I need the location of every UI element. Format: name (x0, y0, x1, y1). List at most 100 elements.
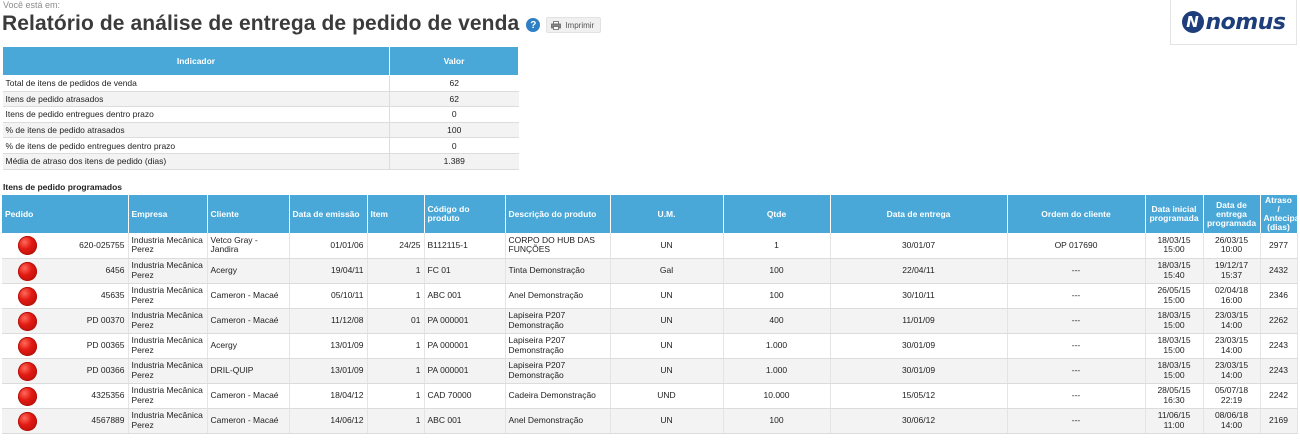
cell-data-entrega: 30/06/12 (830, 408, 1008, 434)
cell-atraso: 2169 (1260, 408, 1298, 434)
cell-data-prog: 19/12/17 15:37 (1203, 258, 1261, 284)
col-pedido[interactable]: Pedido (2, 195, 129, 233)
cell-ordem: --- (1007, 383, 1146, 409)
pedido-number[interactable]: 45635 (100, 289, 125, 300)
pedido-number[interactable]: PD 00370 (86, 314, 125, 325)
cell-atraso: 2243 (1260, 333, 1298, 359)
summary-value: 0 (389, 137, 519, 154)
col-ordem-cliente[interactable]: Ordem do cliente (1007, 195, 1146, 233)
col-um[interactable]: U.M. (610, 195, 724, 233)
cell-data-inicial: 18/03/15 15:00 (1145, 308, 1204, 334)
pedido-number[interactable]: PD 00365 (86, 339, 125, 350)
cell-ordem: --- (1007, 333, 1146, 359)
table-row[interactable]: PD 00366 Industria Mecânica Perez DRIL-QUI… (2, 358, 1298, 384)
table-row[interactable]: 6456 Industria Mecânica Perez Acergy 19/04/… (2, 258, 1298, 284)
cell-atraso: 2346 (1260, 283, 1298, 309)
pedido-number[interactable]: 4567889 (91, 414, 125, 425)
cell-um: UN (610, 408, 724, 434)
cell-empresa: Industria Mecânica Perez (128, 233, 208, 259)
summary-label: % de itens de pedido atrasados (2, 122, 390, 139)
items-table: Pedido Empresa Cliente Data de emissão I… (2, 195, 1300, 434)
cell-descricao: Lapiseira P207 Demonstração (505, 333, 611, 359)
cell-data-inicial: 28/05/15 16:30 (1145, 383, 1204, 409)
cell-item: 1 (367, 408, 425, 434)
cell-um: UN (610, 308, 724, 334)
cell-item: 1 (367, 333, 425, 359)
col-atraso[interactable]: Atraso / Antecipação (dias) (1260, 195, 1300, 233)
cell-data-entrega: 30/01/09 (830, 333, 1008, 359)
summary-value: 62 (389, 91, 519, 108)
cell-codigo: PA 000001 (424, 308, 506, 334)
cell-descricao: CORPO DO HUB DAS FUNÇÕES (505, 233, 611, 259)
summary-value: 0 (389, 106, 519, 123)
cell-atraso: 2262 (1260, 308, 1298, 334)
cell-cliente: DRIL-QUIP (207, 358, 290, 384)
cell-item: 1 (367, 258, 425, 284)
logo-mark-icon: N (1181, 11, 1204, 33)
pedido-number[interactable]: 6456 (105, 264, 125, 275)
logo-text: nomus (1205, 9, 1286, 35)
cell-codigo: B112115-1 (424, 233, 506, 259)
cell-cliente: Cameron - Macaé (207, 308, 290, 334)
table-row[interactable]: 4567889 Industria Mecânica Perez Cameron -… (2, 408, 1298, 434)
cell-data-emissao: 13/01/09 (289, 333, 368, 359)
summary-label: Média de atraso dos itens de pedido (dia… (2, 153, 390, 170)
status-late-icon (18, 411, 37, 431)
col-descricao[interactable]: Descrição do produto (505, 195, 611, 233)
col-codigo[interactable]: Código do produto (424, 195, 506, 233)
col-item[interactable]: Item (367, 195, 425, 233)
col-empresa[interactable]: Empresa (128, 195, 208, 233)
cell-data-emissao: 18/04/12 (289, 383, 368, 409)
cell-qtde: 1.000 (723, 333, 831, 359)
cell-codigo: FC 01 (424, 258, 506, 284)
table-row[interactable]: PD 00365 Industria Mecânica Perez Acergy 13… (2, 333, 1298, 359)
cell-atraso: 2243 (1260, 358, 1298, 384)
summary-header-value[interactable]: Valor (389, 46, 519, 76)
col-data-programada[interactable]: Data de entrega programada (1203, 195, 1261, 233)
col-data-emissao[interactable]: Data de emissão (289, 195, 368, 233)
cell-data-prog: 23/03/15 14:00 (1203, 333, 1261, 359)
table-row[interactable]: 4325356 Industria Mecânica Perez Cameron -… (2, 383, 1298, 409)
col-data-inicial[interactable]: Data inicial programada (1145, 195, 1204, 233)
cell-empresa: Industria Mecânica Perez (128, 383, 208, 409)
cell-um: UN (610, 333, 724, 359)
cell-descricao: Cadeira Demonstração (505, 383, 611, 409)
cell-data-entrega: 30/10/11 (830, 283, 1008, 309)
pedido-number[interactable]: 4325356 (91, 389, 125, 400)
summary-header-indicator[interactable]: Indicador (2, 46, 390, 76)
col-qtde[interactable]: Qtde (723, 195, 831, 233)
pedido-number[interactable]: 620-025755 (79, 239, 125, 250)
summary-row: Total de itens de pedidos de venda 62 (2, 75, 519, 92)
summary-row: % de itens de pedido atrasados 100 (2, 122, 519, 139)
cell-ordem: OP 017690 (1007, 233, 1146, 259)
cell-data-inicial: 18/03/15 15:40 (1145, 258, 1204, 284)
cell-pedido: PD 00370 (2, 308, 129, 334)
company-logo[interactable]: N nomus (1170, 0, 1297, 45)
cell-empresa: Industria Mecânica Perez (128, 358, 208, 384)
cell-qtde: 1 (723, 233, 831, 259)
cell-data-prog: 05/07/18 22:19 (1203, 383, 1261, 409)
table-row[interactable]: PD 00370 Industria Mecânica Perez Cameron … (2, 308, 1298, 334)
cell-data-emissao: 01/01/06 (289, 233, 368, 259)
cell-um: UN (610, 233, 724, 259)
pedido-number[interactable]: PD 00366 (86, 364, 125, 375)
print-button[interactable]: Imprimir (546, 17, 602, 33)
cell-qtde: 100 (723, 283, 831, 309)
summary-table: Indicador Valor Total de itens de pedido… (2, 46, 519, 170)
page-title: Relatório de análise de entrega de pedid… (2, 12, 520, 35)
cell-item: 01 (367, 308, 425, 334)
cell-data-emissao: 13/01/09 (289, 358, 368, 384)
cell-pedido: PD 00365 (2, 333, 129, 359)
help-icon[interactable]: ? (526, 18, 541, 32)
cell-data-inicial: 18/03/15 15:00 (1145, 233, 1204, 259)
status-late-icon (18, 236, 37, 255)
table-row[interactable]: 45635 Industria Mecânica Perez Cameron - M… (2, 283, 1298, 309)
table-row[interactable]: 620-025755 Industria Mecânica Perez Vetco … (2, 233, 1298, 259)
cell-qtde: 10.000 (723, 383, 831, 409)
cell-descricao: Tinta Demonstração (505, 258, 611, 284)
cell-item: 1 (367, 383, 425, 409)
cell-ordem: --- (1007, 258, 1146, 284)
col-cliente[interactable]: Cliente (207, 195, 290, 233)
cell-empresa: Industria Mecânica Perez (128, 333, 208, 359)
col-data-entrega[interactable]: Data de entrega (830, 195, 1008, 233)
